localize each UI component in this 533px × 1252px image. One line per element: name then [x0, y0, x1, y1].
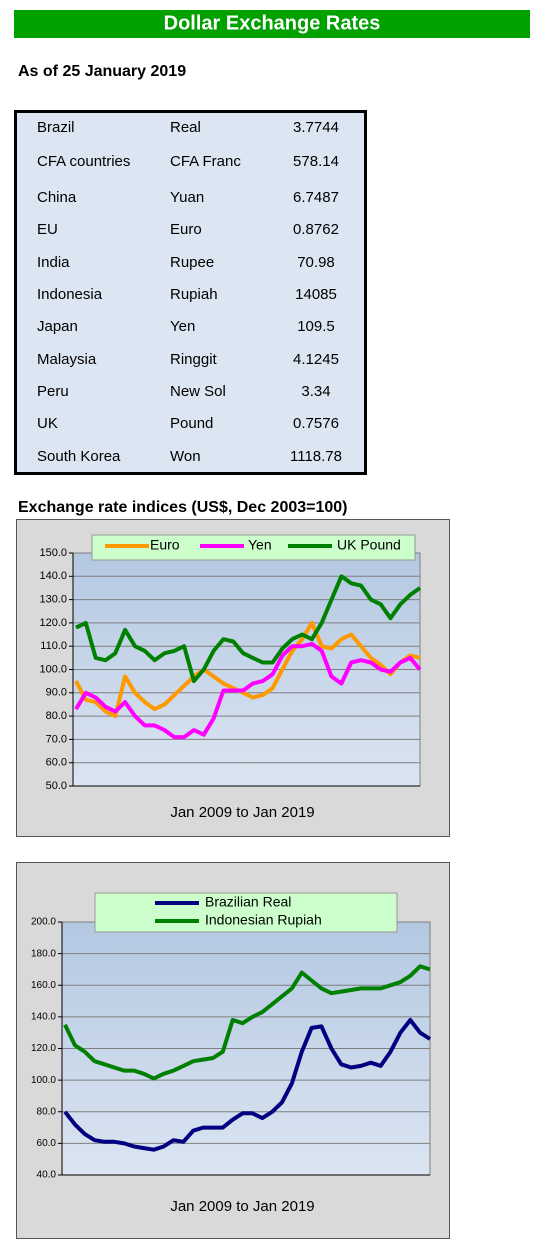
currency-cell: New Sol	[170, 383, 226, 400]
y-tick-label: 100.0	[31, 1075, 56, 1086]
y-tick-label: 70.0	[46, 733, 67, 745]
y-tick-label: 90.0	[46, 687, 67, 699]
currency-cell: Rupiah	[170, 286, 218, 303]
country-cell: China	[37, 189, 77, 206]
country-cell: Japan	[37, 318, 78, 335]
x-axis-label: Jan 2009 to Jan 2019	[170, 804, 314, 821]
currency-cell: Ringgit	[170, 351, 218, 368]
rate-cell: 578.14	[293, 153, 339, 170]
date-line: As of 25 January 2019	[18, 63, 186, 80]
rate-cell: 14085	[295, 286, 337, 303]
legend-box	[94, 892, 398, 933]
rates-table	[14, 110, 367, 475]
rate-cell: 0.8762	[293, 221, 339, 238]
header-bar	[14, 10, 530, 38]
series-line	[74, 620, 421, 719]
legend-label: Brazilian Real	[205, 894, 291, 910]
legend-label: Yen	[248, 537, 272, 553]
currency-cell: Pound	[170, 415, 213, 432]
legend-label: Indonesian Rupiah	[205, 912, 322, 928]
legend-label: UK Pound	[337, 537, 401, 553]
y-tick-label: 50.0	[46, 780, 67, 792]
rate-cell: 6.7487	[293, 189, 339, 206]
country-cell: UK	[37, 415, 58, 432]
rate-cell: 70.98	[297, 254, 335, 271]
y-tick-label: 140.0	[39, 570, 67, 582]
country-cell: Peru	[37, 383, 69, 400]
series-line	[74, 641, 422, 740]
y-tick-label: 180.0	[31, 948, 56, 959]
country-cell: Brazil	[37, 119, 75, 136]
series-line	[75, 574, 422, 684]
y-tick-label: 140.0	[31, 1012, 56, 1023]
country-cell: CFA countries	[37, 153, 130, 170]
page-title: Dollar Exchange Rates	[164, 12, 381, 34]
currency-cell: Yen	[170, 318, 195, 335]
legend-label: Euro	[150, 537, 180, 553]
rate-cell: 3.7744	[293, 119, 339, 136]
y-tick-label: 80.0	[46, 710, 67, 722]
currency-cell: Won	[170, 448, 201, 465]
chart-title: Exchange rate indices (US$, Dec 2003=100…	[18, 499, 348, 516]
y-tick-label: 200.0	[31, 917, 56, 928]
y-tick-label: 120.0	[39, 617, 67, 629]
country-cell: Indonesia	[37, 286, 103, 303]
country-cell: South Korea	[37, 448, 121, 465]
y-tick-label: 160.0	[31, 980, 56, 991]
rate-cell: 1118.78	[290, 448, 342, 465]
country-cell: India	[37, 254, 70, 271]
y-tick-label: 130.0	[39, 594, 67, 606]
y-tick-label: 80.0	[37, 1106, 57, 1117]
y-tick-label: 120.0	[31, 1043, 56, 1054]
rate-cell: 3.34	[301, 383, 330, 400]
y-tick-label: 60.0	[46, 757, 67, 769]
rate-cell: 0.7576	[293, 415, 339, 432]
country-cell: EU	[37, 221, 58, 238]
y-tick-label: 150.0	[39, 547, 67, 559]
series-line	[63, 1018, 432, 1152]
country-cell: Malaysia	[37, 351, 97, 368]
y-tick-label: 110.0	[40, 640, 67, 652]
currency-cell: Yuan	[170, 189, 204, 206]
currency-cell: CFA Franc	[170, 153, 241, 170]
x-axis-label: Jan 2009 to Jan 2019	[170, 1198, 314, 1215]
currency-cell: Euro	[170, 221, 202, 238]
currency-cell: Real	[170, 119, 201, 136]
series-line	[63, 964, 431, 1081]
y-tick-label: 40.0	[37, 1170, 57, 1181]
rate-cell: 109.5	[297, 318, 335, 335]
y-tick-label: 60.0	[37, 1138, 57, 1149]
currency-cell: Rupee	[170, 254, 214, 271]
y-tick-label: 100.0	[39, 663, 67, 675]
rate-cell: 4.1245	[293, 351, 339, 368]
